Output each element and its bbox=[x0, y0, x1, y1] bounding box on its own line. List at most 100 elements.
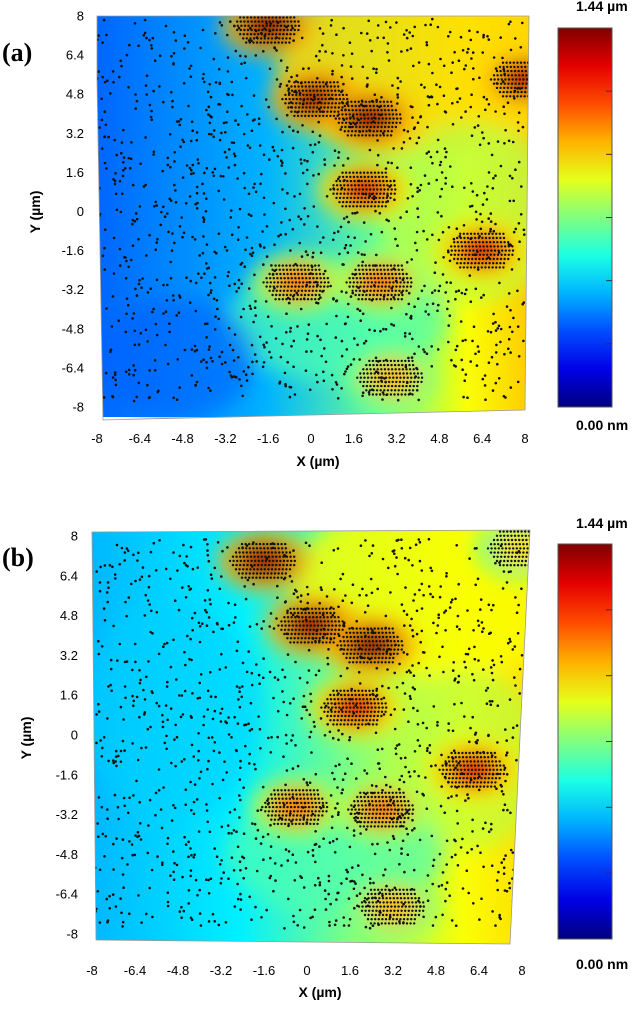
data-point bbox=[289, 33, 291, 35]
data-point bbox=[173, 151, 176, 154]
data-point bbox=[190, 140, 193, 143]
data-point bbox=[130, 259, 133, 262]
data-point bbox=[389, 180, 391, 182]
data-point bbox=[350, 813, 352, 815]
data-point bbox=[421, 377, 423, 379]
data-point bbox=[401, 393, 403, 395]
data-point bbox=[463, 764, 465, 766]
data-point bbox=[310, 793, 312, 795]
data-point bbox=[277, 572, 279, 574]
data-point bbox=[416, 231, 419, 234]
data-point bbox=[281, 793, 283, 795]
data-point bbox=[348, 277, 350, 279]
data-point bbox=[372, 719, 374, 721]
data-point bbox=[294, 277, 296, 279]
data-point bbox=[294, 744, 297, 747]
data-point bbox=[394, 905, 396, 907]
data-point bbox=[381, 789, 384, 792]
data-point bbox=[418, 61, 421, 64]
data-point bbox=[238, 687, 241, 690]
data-point bbox=[284, 789, 286, 791]
data-point bbox=[106, 79, 109, 82]
data-point bbox=[365, 184, 367, 186]
data-point bbox=[282, 298, 284, 300]
data-point bbox=[419, 560, 422, 563]
data-point bbox=[365, 294, 367, 296]
data-point bbox=[436, 721, 439, 724]
data-point bbox=[240, 63, 243, 66]
data-point bbox=[96, 38, 99, 41]
data-point bbox=[399, 113, 401, 115]
data-point bbox=[339, 98, 341, 100]
data-point bbox=[258, 123, 261, 126]
data-point bbox=[279, 233, 282, 236]
data-point bbox=[226, 93, 229, 96]
data-point bbox=[330, 106, 332, 108]
data-point bbox=[277, 823, 279, 825]
data-point bbox=[351, 105, 353, 107]
data-point bbox=[460, 116, 463, 119]
data-point bbox=[413, 128, 416, 131]
data-point bbox=[188, 889, 191, 892]
data-point bbox=[445, 281, 448, 284]
data-point bbox=[444, 156, 447, 159]
data-point bbox=[480, 598, 483, 601]
data-point bbox=[365, 828, 368, 831]
data-point bbox=[99, 921, 102, 924]
data-point bbox=[375, 393, 377, 395]
data-point bbox=[481, 621, 484, 624]
data-point bbox=[360, 817, 362, 819]
data-point bbox=[523, 301, 526, 304]
data-point bbox=[324, 163, 327, 166]
data-point bbox=[382, 117, 384, 119]
data-point bbox=[407, 281, 409, 283]
data-point bbox=[106, 921, 109, 924]
data-point bbox=[426, 44, 429, 47]
data-point bbox=[270, 281, 272, 283]
data-point bbox=[365, 105, 367, 107]
data-point bbox=[279, 290, 281, 292]
data-point bbox=[405, 368, 407, 370]
data-point bbox=[495, 351, 498, 354]
data-point bbox=[407, 720, 410, 723]
data-point bbox=[401, 360, 403, 362]
data-point bbox=[219, 668, 222, 671]
data-point bbox=[514, 684, 517, 687]
data-point bbox=[322, 290, 324, 292]
data-point bbox=[411, 393, 413, 395]
data-point bbox=[381, 205, 383, 207]
data-point bbox=[330, 24, 333, 27]
data-point bbox=[359, 172, 361, 174]
data-point bbox=[494, 781, 496, 783]
data-point bbox=[531, 95, 533, 97]
data-point bbox=[401, 547, 404, 550]
data-point bbox=[515, 914, 518, 917]
data-point bbox=[132, 244, 135, 247]
data-point bbox=[410, 377, 412, 379]
data-point bbox=[320, 717, 323, 720]
data-point bbox=[172, 63, 175, 66]
data-point bbox=[237, 238, 240, 241]
data-point bbox=[314, 264, 316, 266]
data-point bbox=[490, 212, 493, 215]
data-point bbox=[207, 91, 210, 94]
data-point bbox=[387, 42, 390, 45]
data-point bbox=[275, 33, 277, 35]
data-point bbox=[447, 797, 450, 800]
data-point bbox=[468, 245, 470, 247]
data-point bbox=[505, 754, 508, 757]
data-point bbox=[377, 273, 379, 275]
data-point bbox=[313, 793, 315, 795]
data-point bbox=[377, 702, 379, 704]
data-point bbox=[477, 345, 480, 348]
data-point bbox=[364, 176, 366, 178]
data-point bbox=[451, 102, 454, 105]
data-point bbox=[309, 823, 311, 825]
data-point bbox=[430, 156, 433, 159]
data-point bbox=[368, 901, 370, 903]
data-point bbox=[330, 698, 332, 700]
data-point bbox=[447, 341, 450, 344]
data-point bbox=[302, 624, 304, 626]
data-point bbox=[250, 564, 252, 566]
data-point bbox=[366, 77, 369, 80]
